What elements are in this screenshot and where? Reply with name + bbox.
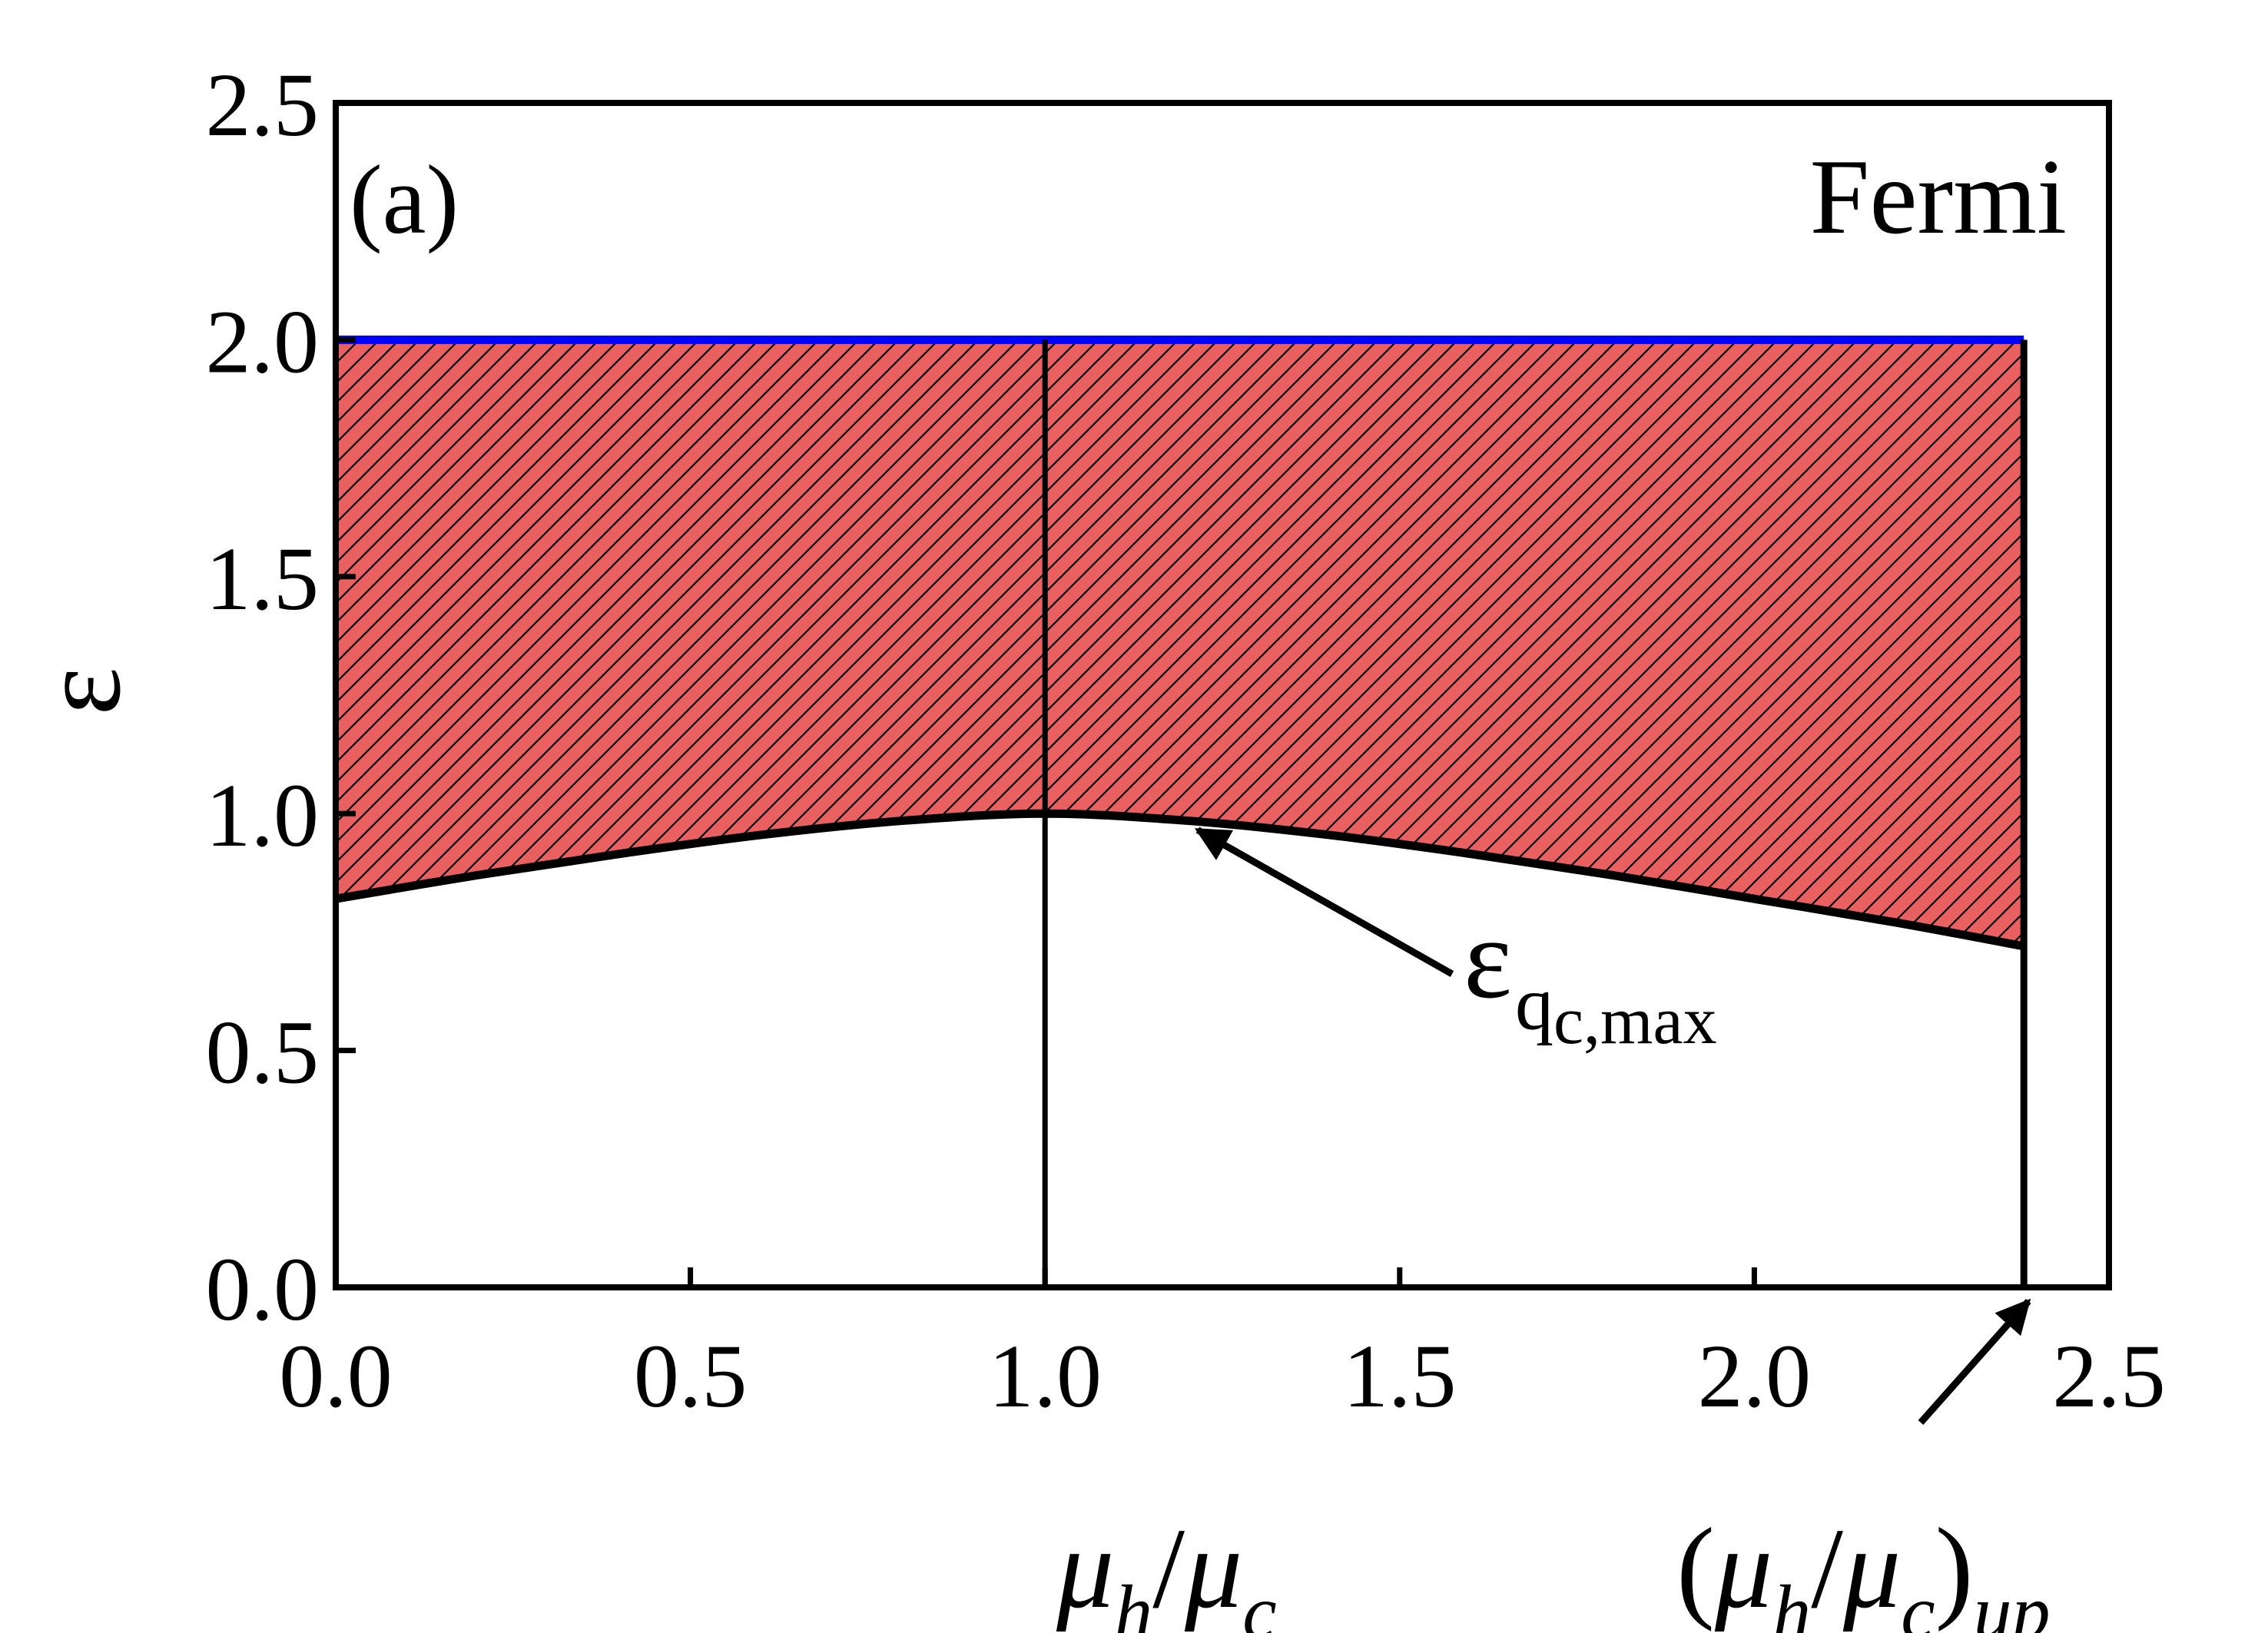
- plot-area: [335, 335, 2028, 1287]
- x-tick-label: 1.0: [988, 1326, 1102, 1426]
- annotation-mu-up-close: ): [1935, 1505, 1974, 1632]
- tick-labels: 0.0 0.5 1.0 1.5 2.0 2.5 0.0 0.5 1.0 1.5 2.0 2.5: [206, 55, 2166, 1426]
- annotation-eps-subsub: c,max: [1553, 984, 1717, 1058]
- x-axis-title-den: μ: [1184, 1505, 1242, 1632]
- annotation-arrow: [1918, 1298, 2031, 1425]
- y-axis-title: ε: [17, 667, 144, 716]
- y-tick-label: 0.5: [206, 1002, 320, 1103]
- y-tick-label: 0.0: [206, 1239, 320, 1340]
- x-axis-title-num-sub: h: [1114, 1569, 1152, 1633]
- x-tick-label: 0.5: [634, 1326, 748, 1426]
- x-tick-label: 2.5: [2052, 1326, 2166, 1426]
- annotation-mu-up-close-sub: up: [1974, 1569, 2051, 1633]
- annotation-mu-up-den-sub: c: [1901, 1569, 1935, 1633]
- ticks: [333, 100, 2112, 1290]
- y-tick-label: 2.0: [206, 291, 320, 392]
- annotation-mu-up-num-sub: h: [1772, 1569, 1811, 1633]
- x-tick-label: 1.5: [1343, 1326, 1457, 1426]
- fill-hatch: [336, 340, 2024, 946]
- region-label: Fermi: [1810, 137, 2067, 257]
- lower-curve: [335, 809, 2025, 951]
- axes-frame: [333, 100, 2112, 1290]
- panel-label: (a): [350, 145, 459, 254]
- annotation-eps-main: ε: [1464, 895, 1512, 1022]
- x-tick-label: 0.0: [279, 1326, 393, 1426]
- annotation-mu-up-label: (μh/μc)up: [1676, 1505, 2051, 1633]
- x-axis-title-slash: /: [1152, 1505, 1185, 1632]
- annotation-eps-sub: q: [1515, 961, 1553, 1046]
- x-axis-title-den-sub: c: [1242, 1569, 1276, 1633]
- annotation-mu-up-num: μ: [1714, 1505, 1772, 1632]
- annotation-mu-up-open: (: [1676, 1505, 1715, 1632]
- x-axis-title: μh/μc: [1056, 1505, 1277, 1633]
- x-axis-title-num: μ: [1056, 1505, 1114, 1632]
- annotation-eps-label: εqc,max: [1464, 895, 1717, 1058]
- x-tick-label: 2.0: [1698, 1326, 1812, 1426]
- annotation-mu-up: (μh/μc)up: [1676, 1298, 2051, 1633]
- y-tick-label: 1.0: [206, 765, 320, 866]
- y-tick-label: 2.5: [206, 55, 320, 155]
- annotation-eps-qcmax: εqc,max: [1194, 826, 1717, 1058]
- annotation-arrow: [1194, 826, 1454, 977]
- annotation-mu-up-slash: /: [1811, 1505, 1843, 1632]
- annotation-mu-up-den: μ: [1842, 1505, 1901, 1632]
- vertical-lines: [1042, 340, 2028, 1287]
- y-tick-label: 1.5: [206, 528, 320, 629]
